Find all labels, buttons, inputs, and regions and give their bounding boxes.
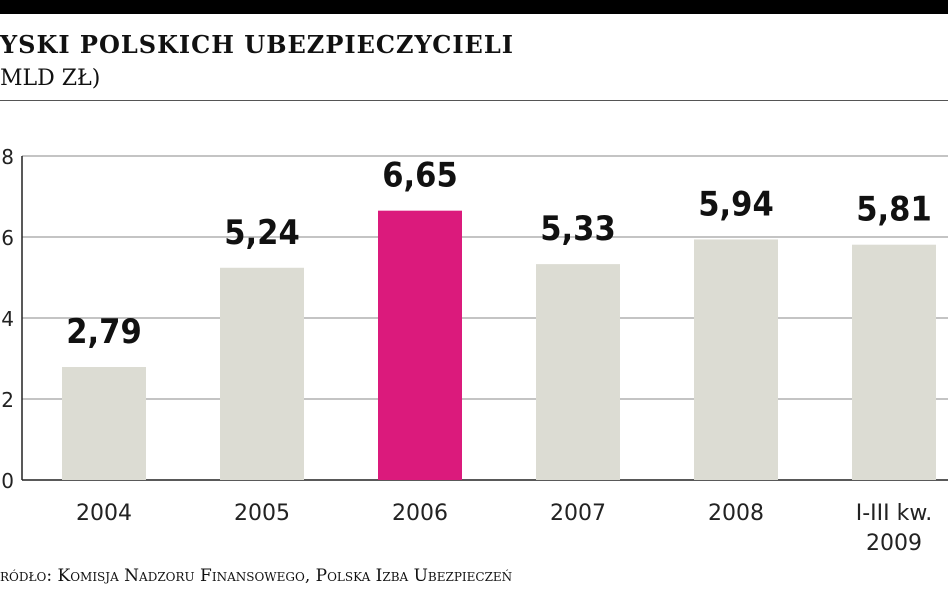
x-tick-label: 2006 [392, 501, 448, 526]
chart-unit: MLD ZŁ) [0, 66, 100, 91]
grid-lines [21, 155, 948, 481]
bar-I-III-kw.-2009 [852, 244, 936, 480]
data-label: 5,81 [856, 190, 931, 230]
bar-2007 [536, 264, 620, 480]
value-labels: 2,79 5,24 6,65 5,33 5,94 5,81 [66, 156, 931, 352]
chart-unit-text: MLD ZŁ) [0, 66, 101, 91]
x-tick-label: I-III kw. 2009 [856, 501, 933, 556]
data-label: 5,94 [698, 184, 773, 224]
data-label: 2,79 [66, 312, 141, 352]
y-tick-label: 0 [1, 469, 14, 493]
y-axis-ticks: 0 2 4 6 8 [1, 145, 14, 493]
x-tick-label: 2007 [550, 501, 606, 526]
y-tick-label: 4 [1, 307, 14, 331]
x-tick-label: 2004 [76, 501, 132, 526]
y-tick-label: 8 [1, 145, 14, 169]
data-label: 5,33 [540, 209, 615, 249]
data-label: 6,65 [382, 156, 457, 196]
x-tick-label: 2008 [708, 501, 764, 526]
source-note: ródło: Komisja Nadzoru Finansowego, Pols… [0, 566, 513, 586]
chart-title: YSKI POLSKICH UBEZPIECZYCIELI [0, 30, 514, 59]
y-tick-label: 2 [1, 388, 14, 412]
bar-2006 [378, 210, 462, 481]
header-divider [0, 100, 948, 101]
bar-2008 [694, 239, 778, 480]
y-tick-label: 6 [1, 226, 14, 250]
x-tick-label: 2005 [234, 501, 290, 526]
top-bar [0, 0, 948, 14]
data-label: 5,24 [224, 213, 299, 253]
bar-2005 [220, 267, 304, 480]
x-axis-ticks: 2004 2005 2006 2007 2008 I-III kw. 2009 [76, 501, 932, 556]
bars [62, 210, 936, 481]
bar-2004 [62, 367, 146, 480]
